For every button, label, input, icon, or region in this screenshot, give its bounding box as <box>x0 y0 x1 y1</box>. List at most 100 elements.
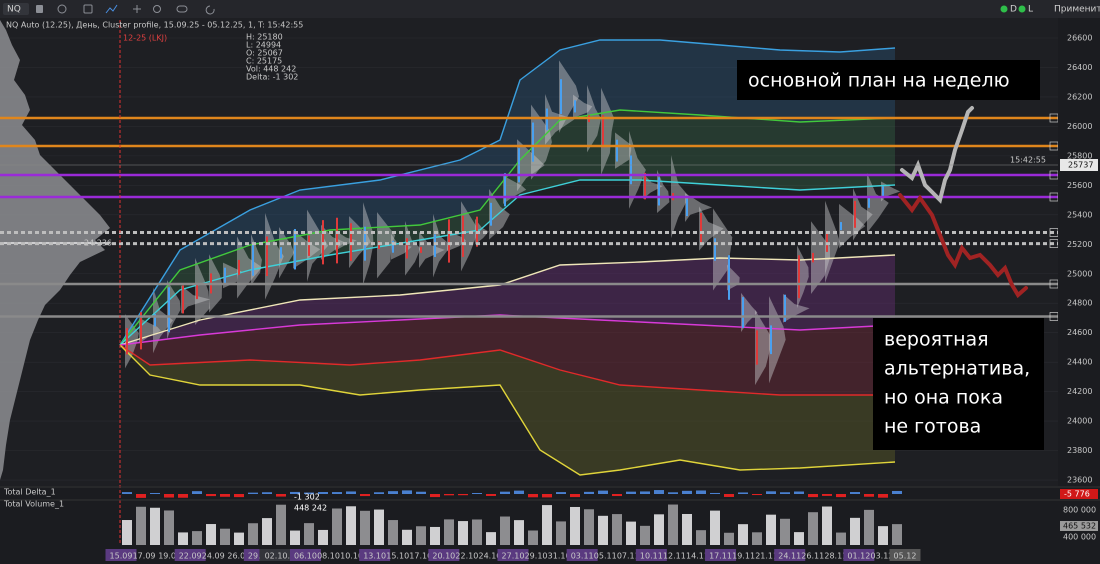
session-profile <box>615 132 632 169</box>
date-label: 24.11 <box>778 552 801 561</box>
icon[interactable] <box>205 5 215 15</box>
volume-bar <box>654 514 664 545</box>
annotation-box <box>737 60 1040 100</box>
volume-title: Total Volume_1 <box>3 500 64 509</box>
session-profile <box>741 292 758 333</box>
delta-bar <box>864 494 874 497</box>
volume-bar <box>612 514 622 545</box>
icon[interactable] <box>153 5 161 13</box>
volume-bar <box>584 509 594 545</box>
volume-bar <box>444 519 454 545</box>
volume-bar <box>290 530 300 545</box>
indicator[interactable]: D <box>1010 5 1017 15</box>
delta-bar <box>822 494 832 496</box>
current-price: 25737 <box>1068 161 1093 170</box>
session-profile <box>713 208 733 291</box>
date-label: 24.09 <box>202 552 225 561</box>
price-label: 24600 <box>1067 328 1092 337</box>
date-labels: 15.09 17.09 19.0 22.09 24.09 26.0 29.0902.10.2… <box>105 549 921 561</box>
delta-bar <box>766 491 776 494</box>
icon[interactable] <box>133 5 141 13</box>
delta-bar <box>892 490 902 494</box>
date-label: 08.10 <box>317 552 340 561</box>
date-highlight <box>497 549 529 561</box>
icon[interactable] <box>57 4 67 14</box>
band-fill <box>120 255 895 345</box>
delta-bar <box>808 494 818 498</box>
date-label: 06.10 <box>294 552 317 561</box>
volume-bar <box>766 514 776 545</box>
main-scenario <box>900 106 974 204</box>
volume-value: 448 242 <box>294 504 327 513</box>
delta-bar <box>402 490 412 494</box>
delta-bar <box>640 491 650 494</box>
toolbar <box>0 0 1100 18</box>
volume-bar <box>500 516 510 545</box>
candles <box>126 79 884 365</box>
indicator[interactable]: L <box>1028 5 1033 15</box>
volume-tick: 800 000 <box>1063 506 1096 515</box>
date-label: 28.11 <box>824 552 847 561</box>
price-label: 23800 <box>1067 446 1092 455</box>
volume-bar <box>626 521 636 545</box>
icon[interactable] <box>105 4 118 14</box>
symbol[interactable]: NQ <box>7 5 21 15</box>
volume-bar <box>878 526 888 545</box>
session-profile <box>167 280 181 340</box>
session-profile <box>755 309 771 386</box>
volume-tick: 400 000 <box>1063 533 1096 542</box>
delta-title: Total Delta_1 <box>3 488 56 497</box>
volume-bar <box>640 525 650 545</box>
ohlc-line: O: 25067 <box>246 49 283 58</box>
session-profile <box>601 87 615 175</box>
delta-bar <box>164 494 174 498</box>
volume-bar <box>892 524 902 545</box>
session-profile <box>461 201 477 272</box>
date-label: 13.10 <box>363 552 386 561</box>
ohlc-line: L: 24994 <box>246 41 281 50</box>
date-label: 05.12 <box>894 552 917 561</box>
band-fill <box>120 315 895 395</box>
icon[interactable] <box>36 5 43 13</box>
price-axis-labels: 26600 26400 26200 26000 25800 25600 25400 25200… <box>1067 34 1092 485</box>
delta-bar <box>724 494 734 497</box>
price-label: 25000 <box>1067 269 1092 278</box>
session-profile <box>153 287 173 354</box>
volume-bar <box>402 529 412 545</box>
annotation: альтернатива, <box>884 358 1030 380</box>
date-label: 10.10 <box>340 552 363 561</box>
session-profile <box>811 221 830 295</box>
volume-bar <box>668 504 678 545</box>
delta-bar <box>836 494 846 498</box>
volume-bar <box>332 508 342 545</box>
price-label: 24400 <box>1067 358 1092 367</box>
icon[interactable] <box>176 5 188 13</box>
volume-bar <box>430 526 440 545</box>
delta-bar <box>206 494 216 497</box>
price-label: 24000 <box>1067 417 1092 426</box>
volume-bar <box>598 515 608 545</box>
volume-bars <box>122 504 902 545</box>
delta-bar <box>416 491 426 494</box>
delta-bar <box>654 490 664 494</box>
volume-current-box <box>1060 521 1098 531</box>
date-label: 10.11 <box>640 552 663 561</box>
delta-bar <box>710 492 720 494</box>
delta-bar <box>122 492 132 494</box>
volume-bar <box>360 510 370 545</box>
band-line <box>119 109 896 346</box>
date-label: 31.10 <box>548 552 571 561</box>
symbol-box[interactable] <box>3 3 29 15</box>
price-label: 26200 <box>1067 92 1092 101</box>
volume-bar <box>780 518 790 545</box>
volume-bar <box>318 529 328 545</box>
session-profile <box>265 212 284 300</box>
volume-bar <box>724 532 734 545</box>
icon[interactable] <box>83 4 93 14</box>
apply-button[interactable]: Применить <box>1054 5 1100 15</box>
session-profile <box>699 206 724 251</box>
session-profile <box>195 257 210 325</box>
date-highlight <box>566 549 598 561</box>
date-label: 12.11 <box>663 552 686 561</box>
